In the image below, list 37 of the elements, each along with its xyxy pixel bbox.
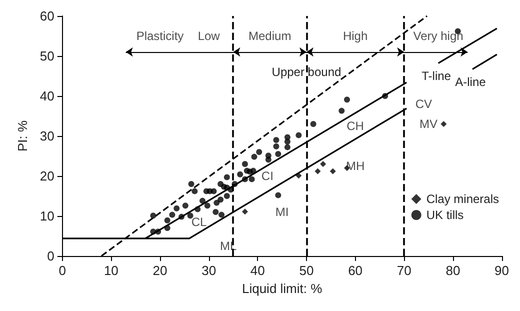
- y-tick-label: 30: [40, 128, 54, 144]
- x-tick-label: 70: [396, 263, 412, 278]
- y-tick-label: 60: [40, 8, 54, 24]
- x-tick-label: 10: [104, 263, 118, 278]
- annotation: CH: [346, 119, 364, 133]
- annotation: CL: [191, 215, 208, 229]
- series-label: T-line: [422, 69, 452, 84]
- annotation: Low: [198, 29, 220, 43]
- annotation: CV: [415, 97, 432, 111]
- legend-label: UK tills: [426, 208, 464, 222]
- x-axis-title: Liquid limit: %: [242, 280, 323, 296]
- y-tick-label: 50: [40, 48, 54, 64]
- series-label: A-line: [455, 75, 486, 90]
- x-tick-label: 60: [348, 263, 363, 278]
- annotation: ML: [220, 239, 238, 253]
- annotation: CI: [261, 169, 274, 183]
- annotation: MI: [275, 205, 289, 219]
- annotation: High: [342, 29, 368, 43]
- annotation: Medium: [248, 29, 292, 43]
- y-tick-label: 10: [40, 208, 54, 224]
- series-label: Upper bound: [272, 64, 342, 79]
- y-tick-label: 20: [40, 168, 54, 184]
- x-tick-label: 40: [250, 263, 265, 278]
- legend-label: Clay minerals: [426, 192, 499, 206]
- y-axis-title: PI: %: [15, 120, 30, 152]
- y-tick-label: 40: [40, 88, 54, 104]
- x-tick-label: 20: [152, 263, 168, 278]
- annotation: Plasticity: [136, 29, 184, 43]
- x-tick-label: 0: [58, 263, 66, 278]
- x-tick-label: 30: [202, 263, 216, 278]
- annotation: MH: [346, 159, 365, 173]
- x-tick-label: 80: [446, 263, 460, 278]
- x-tick-label: 50: [299, 263, 314, 278]
- x-tick-label: 90: [494, 263, 510, 278]
- y-tick-label: 0: [47, 248, 54, 264]
- annotation: MV: [420, 117, 438, 131]
- annotation: Very high: [413, 29, 464, 43]
